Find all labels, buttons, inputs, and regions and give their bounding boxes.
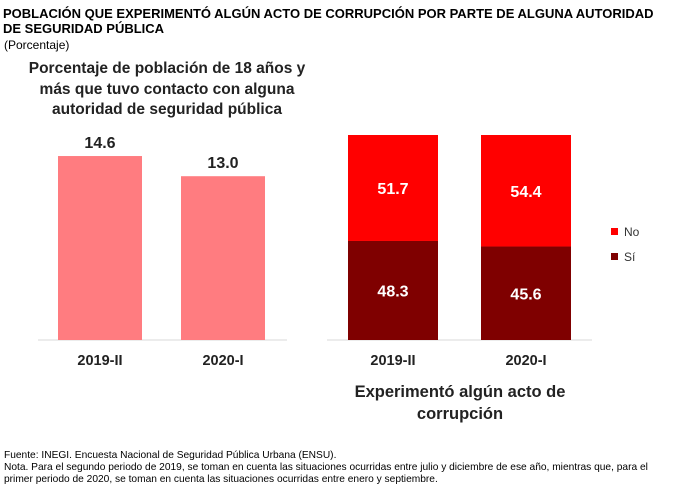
chart2-value-label: 48.3 (377, 283, 408, 300)
chart2-value-label: 45.6 (510, 286, 541, 303)
chart1-bar-2020-I (181, 176, 265, 340)
chart1-plot: 14.6 2019-II 13.0 2020-I (38, 135, 287, 369)
chart1-bar-2019-II (58, 156, 142, 340)
chart2-value-label: 51.7 (377, 181, 408, 198)
chart2-title: Experimentó algún acto de corrupción (354, 383, 566, 423)
chart2-legend: No Sí (611, 225, 640, 264)
chart1-tick-label: 2019-II (77, 353, 122, 369)
chart2-bar-2019-II-si (348, 240, 438, 340)
footer-note: Nota. Para el segundo periodo de 2019, s… (4, 462, 648, 485)
chart2-value-label: 54.4 (510, 184, 541, 201)
chart2-tick-label: 2019-II (370, 353, 415, 369)
footer: Fuente: INEGI. Encuesta Nacional de Segu… (4, 450, 676, 486)
chart2-bar-2020-I-si (481, 246, 571, 340)
chart2-bar-2019-II-no (348, 135, 438, 241)
chart1-value-label: 14.6 (84, 135, 115, 152)
chart2-tick-label: 2020-I (505, 353, 546, 369)
chart1-tick-label: 2020-I (202, 353, 243, 369)
figure-title: POBLACIÓN QUE EXPERIMENTÓ ALGÚN ACTO DE … (3, 6, 654, 36)
legend-swatch-si (611, 253, 618, 260)
figure-subtitle: (Porcentaje) (4, 38, 70, 52)
chart2-bar-2020-I-no (481, 135, 571, 247)
legend-label-no: No (624, 225, 640, 239)
chart2-plot: 48.3 51.7 2019-II 45.6 54.4 2020-I (327, 135, 592, 369)
legend-label-si: Sí (624, 250, 636, 264)
legend-swatch-no (611, 228, 618, 235)
chart1-title: Porcentaje de población de 18 años y más… (28, 60, 306, 118)
chart1-value-label: 13.0 (207, 155, 238, 172)
footer-source: Fuente: INEGI. Encuesta Nacional de Segu… (4, 450, 337, 461)
